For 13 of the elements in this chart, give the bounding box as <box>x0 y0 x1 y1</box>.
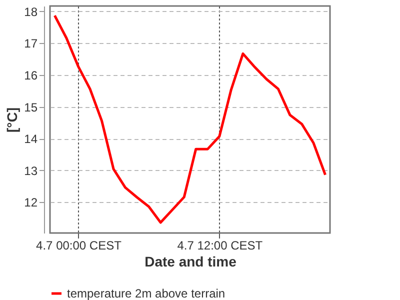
line-series <box>53 14 327 224</box>
y-tick-label: 16 <box>24 68 38 82</box>
y-tick-label: 17 <box>24 36 38 51</box>
legend-label: temperature 2m above terrain <box>67 286 226 300</box>
y-tick-label: 12 <box>24 196 38 210</box>
y-tick-label: 15 <box>24 100 38 114</box>
y-tick-label: 18 <box>24 4 38 19</box>
y-axis-title: [°C] <box>4 107 20 133</box>
y-tick-label: 13 <box>24 164 38 178</box>
x-tick-label: 4.7 12:00 CEST <box>177 238 264 252</box>
x-tick-label: 4.7 00:00 CEST <box>36 238 122 252</box>
x-axis-title: Date and time <box>144 254 237 270</box>
y-tick-label: 14 <box>24 132 38 146</box>
